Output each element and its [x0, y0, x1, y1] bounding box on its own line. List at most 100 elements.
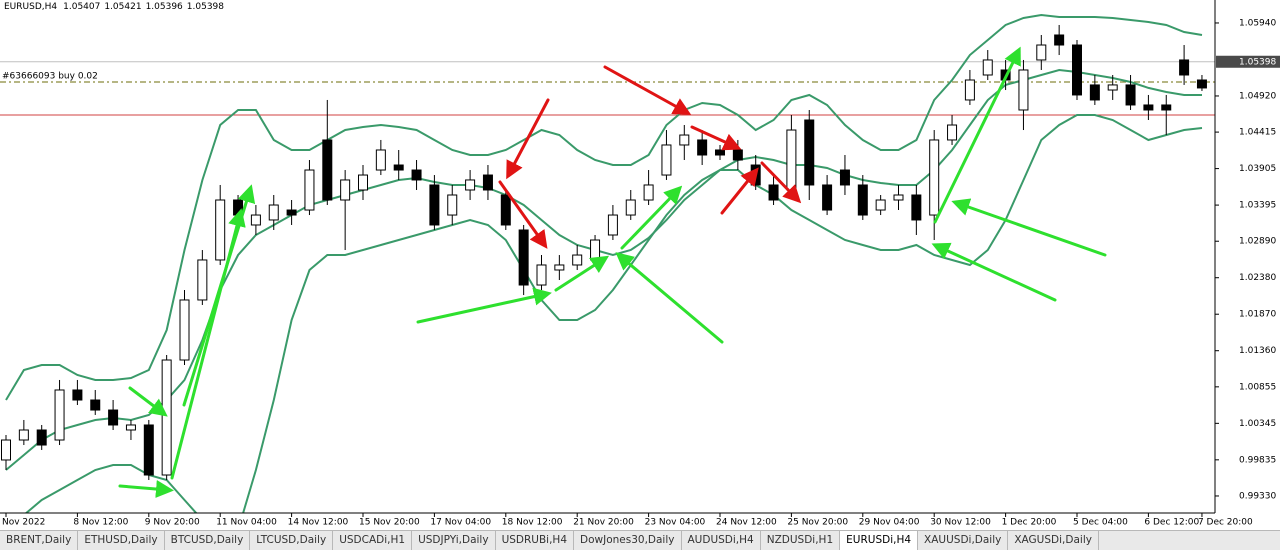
candle-body [786, 129, 797, 191]
candle-body [625, 199, 636, 216]
candle-body [358, 174, 368, 191]
x-tick-label: 1 Dec 20:00 [1002, 518, 1057, 528]
candle-body [500, 194, 511, 226]
x-tick-label: 9 Nov 20:00 [145, 518, 200, 528]
chart-tab[interactable]: USDRUBi,H4 [496, 531, 575, 550]
candle-body [929, 139, 940, 216]
x-tick-label: Nov 2022 [2, 518, 45, 528]
chart-tab[interactable]: BTCUSD,Daily [165, 531, 251, 550]
x-tick-label: 21 Nov 20:00 [573, 518, 634, 528]
order-label: #63666093 buy 0.02 [2, 72, 98, 82]
candle-body [1125, 84, 1136, 106]
x-tick-label: 24 Nov 12:00 [716, 518, 777, 528]
chart-tab[interactable]: ETHUSD,Daily [78, 531, 165, 550]
candle-body [429, 184, 440, 226]
candle-body [536, 264, 547, 286]
green-arrow [128, 386, 168, 417]
candle-body [1196, 79, 1207, 89]
chart-tab[interactable]: USDJPYi,Daily [412, 531, 496, 550]
y-tick-label: 1.04415 [1239, 128, 1276, 138]
candle-body [18, 429, 29, 441]
candle-body [893, 194, 904, 201]
chart-tab[interactable]: XAGUSDi,Daily [1008, 531, 1099, 550]
candle-body [143, 424, 154, 476]
red-arrow [690, 125, 742, 151]
bollinger-band [5, 13, 1203, 401]
x-tick-label: 7 Dec 20:00 [1198, 518, 1253, 528]
candle-body [732, 149, 743, 161]
y-tick-label: 1.02890 [1239, 237, 1276, 247]
symbol: EURUSD,H4 [4, 2, 57, 12]
last-price-label: 1.05398 [1239, 57, 1276, 67]
red-arrow [506, 98, 550, 180]
candle-body [1072, 44, 1082, 96]
candle-body [715, 149, 725, 156]
x-tick-label: 18 Nov 12:00 [502, 518, 563, 528]
chart-tab[interactable]: DowJones30,Daily [574, 531, 682, 550]
chart-tab[interactable]: EURUSDi,H4 [840, 531, 919, 550]
red-arrow [498, 180, 548, 249]
chart-tab[interactable]: AUDUSDi,H4 [682, 531, 761, 550]
candle-body [1089, 84, 1100, 101]
candle-body [911, 194, 922, 221]
candle-body [250, 214, 261, 226]
y-tick-label: 1.03905 [1239, 164, 1276, 174]
x-tick-label: 29 Nov 04:00 [859, 518, 920, 528]
chart-tab[interactable]: USDCADi,H1 [333, 531, 413, 550]
high-price: 1.05421 [104, 2, 141, 12]
candle-body [54, 389, 65, 441]
x-tick-label: 14 Nov 12:00 [288, 518, 349, 528]
green-arrow [554, 255, 610, 292]
tab-bar: BRENT,Daily ETHUSD,Daily BTCUSD,Daily LTCUS… [0, 530, 1280, 550]
candle-body [322, 139, 333, 201]
x-tick-label: 6 Dec 12:00 [1144, 518, 1199, 528]
open-price: 1.05407 [63, 2, 100, 12]
candle-body [36, 429, 47, 446]
candle-body [947, 124, 958, 141]
candle-body [1161, 104, 1172, 111]
green-arrow [931, 242, 1057, 302]
chart: #63666093 buy 0.02 EURUSD,H4 1.05407 1.054… [0, 0, 1280, 528]
x-tick-label: 15 Nov 20:00 [359, 518, 420, 528]
plot-area: #63666093 buy 0.02 [0, 13, 1215, 513]
candle-body [964, 79, 975, 101]
x-tick-label: 8 Nov 12:00 [73, 518, 128, 528]
chart-header: EURUSD,H4 1.05407 1.05421 1.05396 1.05398 [4, 2, 224, 12]
candle-body [233, 199, 244, 216]
candle-body [215, 199, 226, 261]
last-price-box [1216, 55, 1280, 68]
y-tick-label: 1.05940 [1239, 18, 1276, 28]
candle-body [72, 389, 83, 401]
green-arrow [118, 480, 174, 498]
green-arrow [951, 198, 1107, 257]
annotation-arrows [118, 46, 1107, 498]
chart-tab[interactable]: NZDUSDi,H1 [761, 531, 841, 550]
low-price: 1.05396 [146, 2, 183, 12]
candle-body [518, 229, 529, 286]
candle-body [465, 179, 476, 191]
candle-body [482, 174, 493, 191]
green-arrow [620, 185, 683, 250]
green-arrow [182, 184, 256, 407]
y-tick-label: 1.03395 [1239, 201, 1276, 211]
green-arrow [416, 287, 552, 324]
bollinger-band [24, 114, 1203, 513]
chart-tab[interactable]: XAUUSDi,Daily [918, 531, 1009, 550]
red-arrow [603, 65, 692, 115]
candle-body [125, 424, 136, 431]
x-tick-label: 5 Dec 04:00 [1073, 518, 1128, 528]
y-tick-label: 1.01360 [1239, 346, 1276, 356]
chart-tab[interactable]: LTCUSD,Daily [250, 531, 334, 550]
candle-body [607, 214, 618, 236]
y-tick-label: 1.01870 [1239, 310, 1276, 320]
candle-body [1143, 104, 1154, 111]
candle-body [590, 239, 601, 261]
candle-body [982, 59, 993, 76]
candle-body [108, 409, 119, 426]
chart-tab[interactable]: BRENT,Daily [0, 531, 79, 550]
candle-body [643, 184, 654, 201]
y-tick-label: 1.02380 [1239, 273, 1276, 283]
candle-body [179, 299, 190, 361]
green-arrow [933, 46, 1021, 224]
